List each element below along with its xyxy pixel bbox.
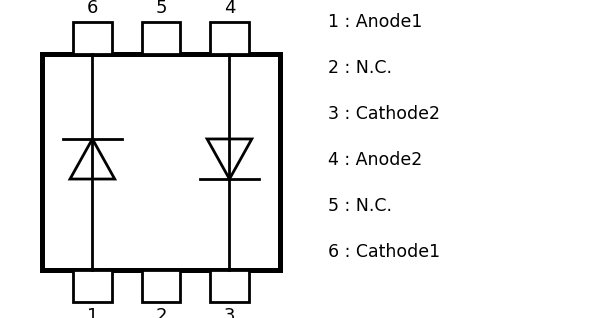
- Bar: [210, 22, 249, 54]
- Text: 1: 1: [86, 307, 98, 318]
- Text: 3 : Cathode2: 3 : Cathode2: [328, 105, 440, 123]
- Bar: [73, 270, 112, 302]
- Text: 1 : Anode1: 1 : Anode1: [328, 13, 422, 31]
- Text: 2 : N.C.: 2 : N.C.: [328, 59, 392, 77]
- Bar: [210, 270, 249, 302]
- Text: 4: 4: [224, 0, 235, 17]
- Text: 3: 3: [224, 307, 235, 318]
- Text: 5 : N.C.: 5 : N.C.: [328, 197, 392, 215]
- Bar: [142, 270, 180, 302]
- Text: 5: 5: [155, 0, 167, 17]
- Bar: [142, 22, 180, 54]
- Text: 4 : Anode2: 4 : Anode2: [328, 151, 422, 169]
- Text: 6 : Cathode1: 6 : Cathode1: [328, 243, 440, 261]
- Bar: [73, 22, 112, 54]
- Text: 6: 6: [86, 0, 98, 17]
- Text: 2: 2: [155, 307, 167, 318]
- Bar: [42, 54, 280, 270]
